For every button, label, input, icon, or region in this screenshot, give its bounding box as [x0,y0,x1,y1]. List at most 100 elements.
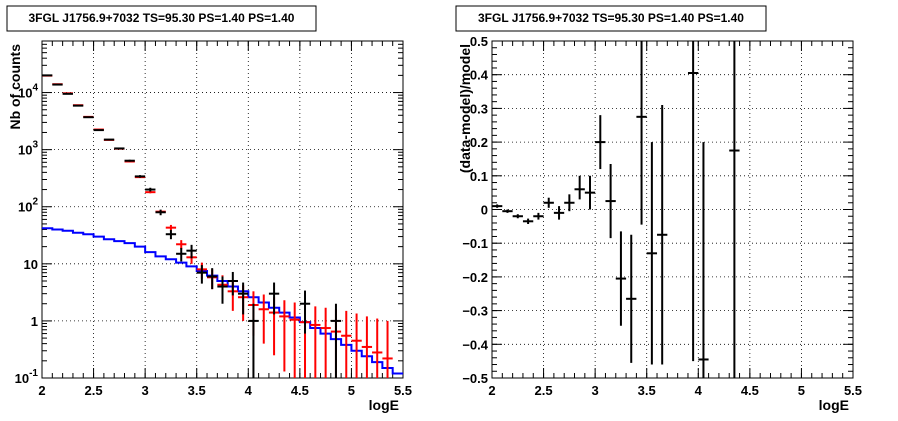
data-point [646,142,658,365]
model-point [165,224,177,231]
y-tick-exponent: 3 [32,140,38,151]
data-point [657,105,668,365]
data-point [574,175,585,200]
y-tick-label: 0.3 [470,101,488,116]
data-point [114,147,125,150]
title-box [6,5,317,32]
data-point [103,138,115,141]
plot-area [492,41,740,378]
panel-2: 2 2.5 3 3.5 4 4.5 5 5.5 −0.5 −0.4 −0.3 −0.2 −0.1 0 0.1… [455,5,862,413]
data-point [196,265,208,284]
data-point [124,159,135,162]
x-tick-label: 3.5 [188,383,206,398]
x-axis-label: logE [819,397,849,413]
data-point [299,290,311,334]
data-point [522,218,534,224]
plot-frame [41,40,404,379]
data-point [595,115,606,170]
y-tick-label: −0.2 [462,270,488,285]
chart-title: 3FGL J1756.9+7032 TS=95.30 PS=1.40 PS=1.… [29,11,295,25]
title-box [455,5,767,32]
data-point [543,197,554,208]
x-tick-label: 3 [142,383,149,398]
data-point [62,92,73,95]
model-point [258,294,269,344]
data-point [584,175,596,210]
y-tick-base: 10 [18,143,32,158]
x-tick-label: 3 [592,383,599,398]
data-point [72,104,84,107]
data-point [145,187,156,192]
x-tick-label: 5 [798,383,805,398]
model-point [310,306,321,378]
model-point [372,318,383,378]
x-tick-label: 4.5 [741,383,759,398]
model-point [341,310,352,378]
data-point [83,116,94,119]
data-point [176,247,187,262]
chart-title: 3FGL J1756.9+7032 TS=95.30 PS=1.40 PS=1.… [478,11,744,25]
y-tick-base: 10 [15,371,29,386]
data-point [615,231,627,326]
data-point [207,268,218,290]
data-point [492,204,503,208]
y-tick-base: 10 [24,257,38,272]
data-point [687,41,699,362]
x-tick-label: 3.5 [638,383,656,398]
y-tick-base: 10 [18,86,32,101]
data-point [626,234,637,363]
y-axis-label: (data-model)/model [457,44,473,173]
y-tick-base: 10 [18,200,32,215]
data-point [636,41,647,225]
y-tick-label: 102 [18,197,38,215]
x-tick-label: 2 [38,383,45,398]
y-tick-label: −0.5 [462,371,488,386]
y-tick-label: −0.1 [462,236,488,251]
model-point [279,300,290,372]
x-tick-label: 5.5 [844,383,862,398]
data-point [134,175,146,178]
data-point [268,282,280,315]
model-point [351,313,362,378]
x-tick-label: 4 [695,383,703,398]
model-point [289,302,300,378]
x-tick-label: 2.5 [535,383,553,398]
y-tick-label: 0.2 [470,135,488,150]
data-point [165,230,177,240]
x-tick-label: 5 [348,383,355,398]
x-axis-label: logE [369,397,399,413]
y-tick-exponent: 2 [32,197,38,208]
y-tick-label: 0.5 [470,34,488,49]
x-tick-label: 4 [245,383,253,398]
data-point [605,164,616,239]
x-tick-label: 2 [488,383,495,398]
data-point [186,244,197,259]
data-point [553,206,565,220]
y-tick-label: 0.1 [470,169,488,184]
model-point [382,320,393,378]
x-tick-label: 2.5 [85,383,103,398]
data-point [564,194,575,212]
data-point [729,41,740,378]
data-point [698,142,709,378]
model-point [320,307,331,378]
data-point [533,212,544,220]
y-tick-label: 104 [18,83,38,101]
y-axis-label: Nb of counts [7,44,23,130]
y-tick-base: 1 [31,314,38,329]
model-point [176,240,187,250]
y-tick-label: 1 [31,314,38,329]
y-tick-label: 103 [18,140,38,158]
data-point [155,209,166,216]
y-tick-label: −0.4 [462,337,488,352]
model-point [361,316,373,378]
data-point [217,276,228,304]
data-point [330,303,342,378]
y-tick-label: 0.4 [470,68,489,83]
y-tick-exponent: -1 [29,368,38,379]
data-point [237,282,249,315]
plot-area [42,74,403,378]
data-point [227,271,238,296]
